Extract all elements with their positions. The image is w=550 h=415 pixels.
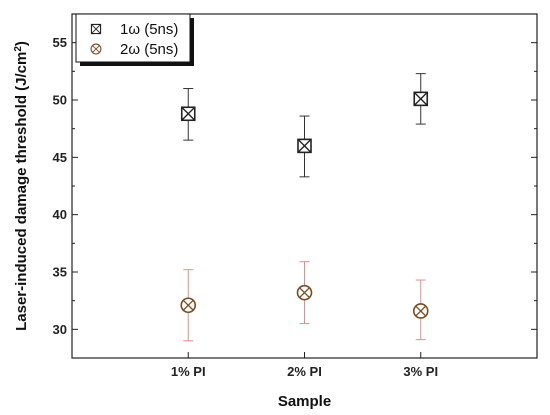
- legend-item: 2ω (5ns): [90, 41, 178, 58]
- data-point: [180, 106, 196, 122]
- marker-cross-b: [92, 45, 100, 53]
- y-tick-label: 55: [53, 35, 67, 50]
- x-tick-label: 2% PI: [287, 364, 322, 379]
- y-axis-ticks: 30 35 40 45 50 55: [53, 13, 537, 359]
- marker-cross-b: [182, 299, 194, 311]
- data-point: [413, 91, 429, 107]
- legend-marker: [90, 23, 102, 35]
- legend-marker: [90, 43, 102, 55]
- data-point: [180, 297, 197, 314]
- x-tick-label: 3% PI: [403, 364, 438, 379]
- data-point: [296, 284, 313, 301]
- y-tick-label: 50: [53, 93, 67, 108]
- y-tick-label: 35: [53, 265, 67, 280]
- legend-marker-symbol: [90, 23, 102, 35]
- y-tick-label: 30: [53, 322, 67, 337]
- marker-cross-b: [415, 305, 427, 317]
- y-tick-label: 40: [53, 207, 67, 222]
- series-layer: [180, 73, 429, 342]
- y-axis-label: Laser-induced damage threshold (J/cm2): [13, 41, 31, 331]
- series-2: [180, 261, 429, 342]
- x-tick-label: 1% PI: [171, 364, 206, 379]
- x-axis-ticks: 1% PI 2% PI 3% PI: [171, 352, 438, 379]
- x-axis-label: Sample: [278, 393, 331, 410]
- y-tick-label: 45: [53, 150, 67, 165]
- marker-cross-b: [181, 106, 196, 121]
- y-axis-label-end: ): [13, 41, 30, 46]
- legend-item: 1ω (5ns): [90, 21, 178, 38]
- series-1: [180, 73, 429, 178]
- marker-cross-b: [297, 138, 312, 153]
- legend: 1ω (5ns) 2ω (5ns): [75, 13, 194, 66]
- legend-marker-symbol: [90, 43, 102, 55]
- marker-cross-b: [413, 91, 428, 106]
- legend-label: 2ω (5ns): [120, 41, 178, 58]
- marker-cross-b: [91, 24, 101, 34]
- y-axis-label-superscript: 2: [13, 46, 24, 52]
- data-point: [412, 303, 429, 319]
- data-point: [297, 138, 312, 154]
- marker-cross-b: [299, 287, 310, 299]
- legend-label: 1ω (5ns): [120, 21, 178, 38]
